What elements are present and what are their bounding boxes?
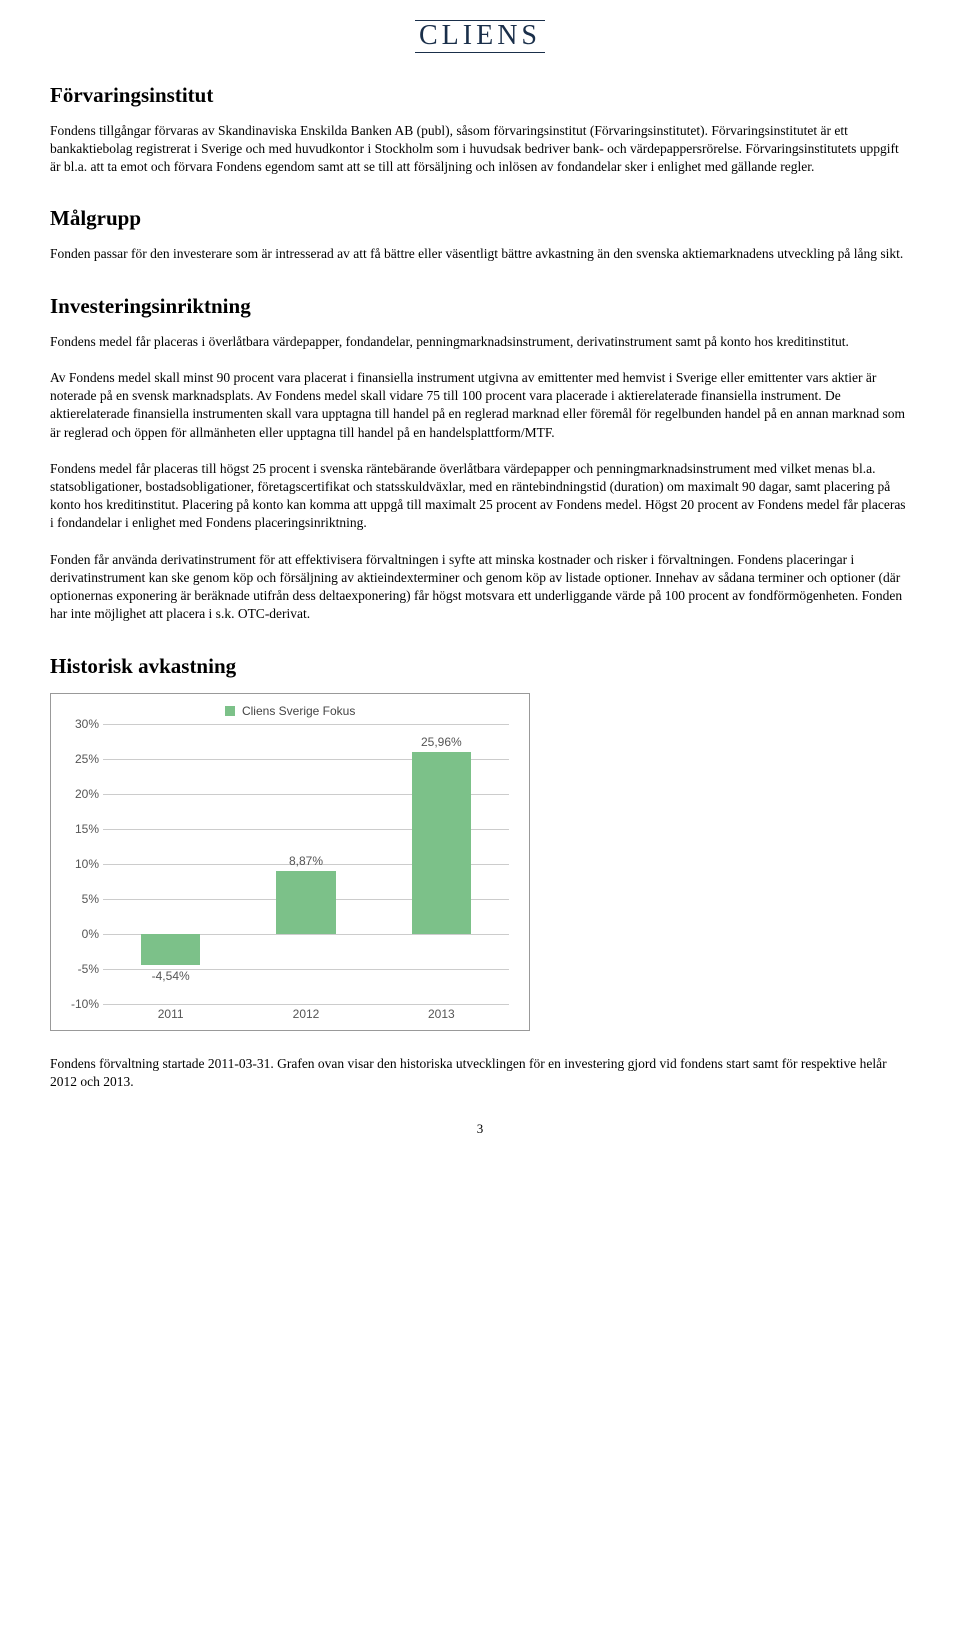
chart-ytick-label: 25% (61, 752, 99, 766)
legend-label: Cliens Sverige Fokus (242, 704, 355, 718)
chart-bar-slot: 25,96% (374, 724, 509, 1004)
chart-legend: Cliens Sverige Fokus (61, 704, 519, 718)
paragraph: Fondens medel får placeras i överlåtbara… (50, 333, 910, 351)
chart-ytick-label: -5% (61, 962, 99, 976)
paragraph: Fonden passar för den investerare som är… (50, 245, 910, 263)
chart-caption: Fondens förvaltning startade 2011-03-31.… (50, 1055, 910, 1091)
paragraph: Fondens medel får placeras till högst 25… (50, 460, 910, 533)
heading-forvaringsinstitut: Förvaringsinstitut (50, 83, 910, 108)
chart-xtick-label: 2011 (103, 1004, 238, 1024)
chart-bar (276, 871, 336, 933)
heading-malgrupp: Målgrupp (50, 206, 910, 231)
chart-ytick-label: 15% (61, 822, 99, 836)
chart-ytick-label: 30% (61, 717, 99, 731)
chart-bar (141, 934, 201, 966)
paragraph: Fondens tillgångar förvaras av Skandinav… (50, 122, 910, 177)
paragraph: Fonden får använda derivatinstrument för… (50, 551, 910, 624)
chart-ytick-label: 5% (61, 892, 99, 906)
chart-bar-slot: -4,54% (103, 724, 238, 1004)
logo-container: CLIENS (50, 20, 910, 53)
chart-bar-slot: 8,87% (238, 724, 373, 1004)
document-page: CLIENS Förvaringsinstitut Fondens tillgå… (0, 0, 960, 1177)
chart-bar-value-label: -4,54% (103, 969, 238, 983)
paragraph: Av Fondens medel skall minst 90 procent … (50, 369, 910, 442)
chart-ytick-label: -10% (61, 997, 99, 1011)
chart-ytick-label: 20% (61, 787, 99, 801)
chart-bar-value-label: 25,96% (374, 735, 509, 749)
chart-bar-value-label: 8,87% (238, 855, 373, 869)
brand-logo: CLIENS (415, 20, 545, 53)
heading-investeringsinriktning: Investeringsinriktning (50, 294, 910, 319)
chart-xtick-label: 2013 (374, 1004, 509, 1024)
chart-ytick-label: 0% (61, 927, 99, 941)
heading-historisk-avkastning: Historisk avkastning (50, 654, 910, 679)
legend-swatch (225, 706, 235, 716)
chart-plot-area: 30%25%20%15%10%5%0%-5%-10% -4,54%8,87%25… (103, 724, 509, 1024)
chart-ytick-label: 10% (61, 857, 99, 871)
chart-bars: -4,54% 8,87% 25,96% (103, 724, 509, 1004)
chart-bar (412, 752, 472, 934)
returns-bar-chart: Cliens Sverige Fokus 30% 25% 20% 15% 10% 5% 0%… (50, 693, 530, 1031)
chart-xaxis: 201120122013 (103, 1004, 509, 1024)
chart-xtick-label: 2012 (238, 1004, 373, 1024)
page-number: 3 (50, 1121, 910, 1137)
